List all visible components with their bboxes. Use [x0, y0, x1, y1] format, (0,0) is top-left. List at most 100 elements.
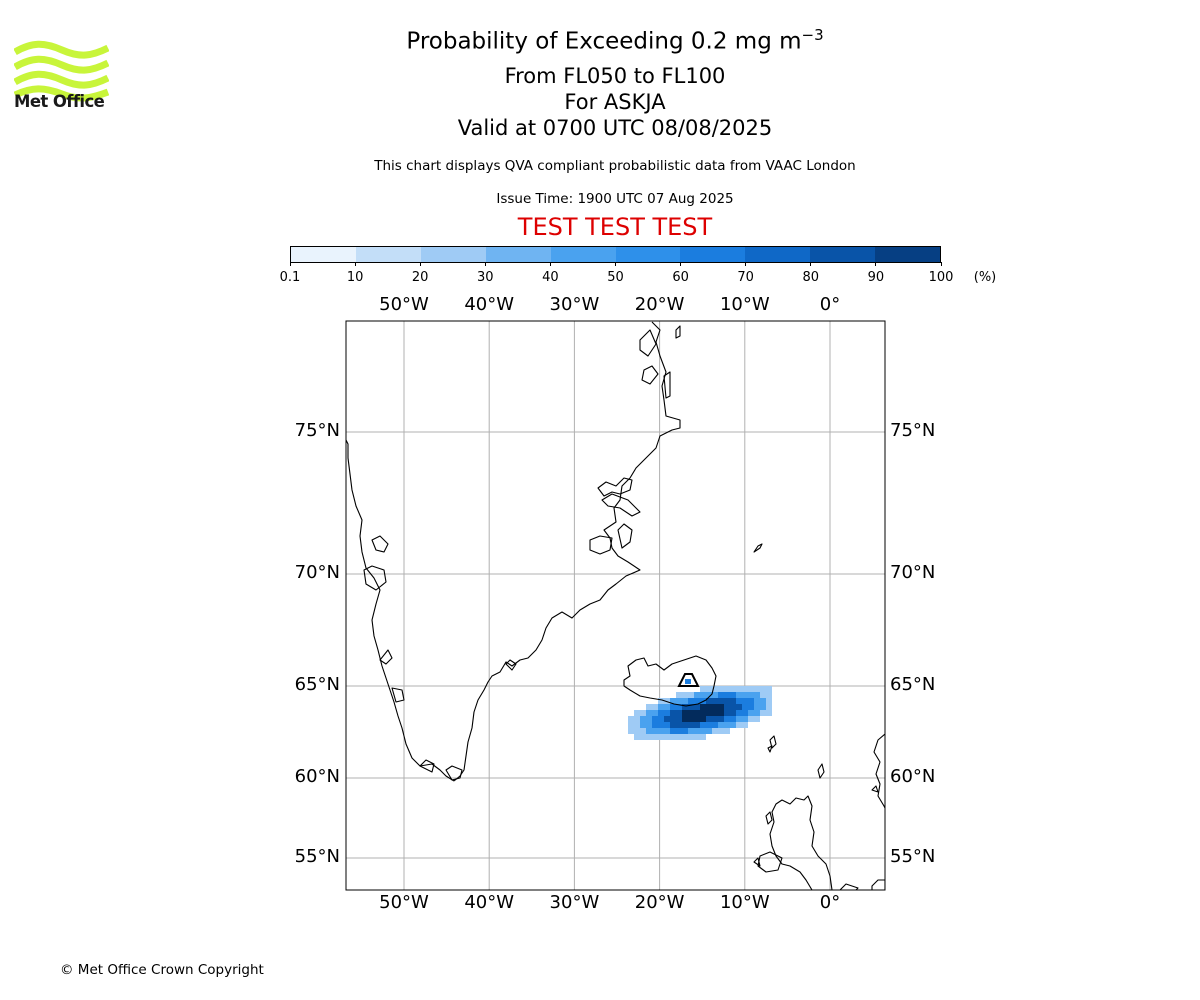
ash-probability-cell	[694, 716, 700, 722]
ash-probability-cell	[628, 728, 634, 734]
longitude-label-bottom: 20°W	[634, 892, 685, 913]
ash-probability-cell	[724, 728, 730, 734]
ash-probability-cell	[748, 716, 754, 722]
ash-probability-cell	[646, 710, 652, 716]
colorbar-segment	[875, 247, 941, 262]
ash-probability-cell	[682, 710, 688, 716]
ash-probability-cell	[736, 704, 742, 710]
ash-probability-cell	[670, 722, 676, 728]
colorbar-tick-label: 40	[542, 270, 559, 285]
ash-probability-cell	[664, 710, 670, 716]
ash-probability-cell	[736, 692, 742, 698]
ash-probability-cell	[694, 728, 700, 734]
ash-probability-cell	[724, 716, 730, 722]
ash-probability-cell	[676, 692, 682, 698]
ash-probability-cell	[760, 710, 766, 716]
test-banner: TEST TEST TEST	[517, 213, 713, 241]
ash-probability-cell	[670, 728, 676, 734]
ash-probability-cell	[766, 710, 772, 716]
norway-coastline	[873, 733, 885, 809]
colorbar-segment	[550, 247, 616, 262]
ash-probability-cell	[682, 692, 688, 698]
ash-probability-cell	[718, 722, 724, 728]
ash-probability-cell	[688, 704, 694, 710]
ash-probability-cell	[742, 698, 748, 704]
ash-probability-cell	[664, 734, 670, 740]
ash-probability-cell	[652, 704, 658, 710]
ash-probability-cell	[682, 728, 688, 734]
ash-probability-cell	[670, 734, 676, 740]
ash-probability-cell	[754, 716, 760, 722]
ash-probability-cell	[640, 722, 646, 728]
ash-probability-cell	[652, 710, 658, 716]
ash-probability-cell	[742, 686, 748, 692]
ash-probability-cell	[706, 728, 712, 734]
colorbar-segment	[355, 247, 421, 262]
ash-probability-cell	[736, 698, 742, 704]
ash-probability-cell	[724, 722, 730, 728]
ash-probability-cell	[742, 692, 748, 698]
colorbar-tick	[615, 262, 616, 266]
ash-probability-cell	[646, 728, 652, 734]
ash-probability-cell	[652, 734, 658, 740]
ash-probability-cell	[652, 722, 658, 728]
ash-probability-cell	[658, 698, 664, 704]
ash-probability-cell	[664, 728, 670, 734]
ash-probability-cell	[706, 710, 712, 716]
ash-probability-cell	[706, 704, 712, 710]
ash-probability-cell	[736, 686, 742, 692]
ash-probability-cell	[718, 710, 724, 716]
ash-probability-cell	[700, 710, 706, 716]
ash-probability-cell	[676, 710, 682, 716]
colorbar-tick	[810, 262, 812, 266]
ash-probability-cell	[700, 734, 706, 740]
ash-probability-cell	[634, 716, 640, 722]
colorbar-unit: (%)	[973, 270, 997, 285]
ash-probability-cell	[658, 728, 664, 734]
colorbar-tick	[484, 262, 486, 266]
ash-probability-cell	[658, 734, 664, 740]
colorbar-tick	[745, 262, 747, 266]
latitude-label-left: 70°N	[294, 562, 340, 583]
volcano-subtitle: For ASKJA	[564, 90, 666, 114]
colorbar-tick-label: 10	[346, 270, 364, 285]
ash-probability-cell	[688, 698, 694, 704]
ash-probability-cell	[700, 728, 706, 734]
ash-probability-cell	[664, 722, 670, 728]
ash-probability-cell	[754, 704, 760, 710]
ash-probability-cell	[712, 686, 718, 692]
ash-probability-cell	[682, 734, 688, 740]
ash-probability-cell	[658, 722, 664, 728]
latitude-label-right: 65°N	[890, 674, 936, 695]
ash-probability-cell	[754, 692, 760, 698]
ash-probability-cell	[742, 710, 748, 716]
ash-probability-cell	[634, 728, 640, 734]
uk-coastline	[769, 795, 833, 890]
ash-probability-cell	[700, 704, 706, 710]
colorbar-tick-label: 0.1	[279, 270, 301, 285]
ash-probability-cell	[706, 692, 712, 698]
ash-probability-cell	[670, 698, 676, 704]
colorbar-segment	[745, 247, 811, 262]
ash-probability-cell	[700, 722, 706, 728]
ash-probability-cell	[724, 692, 730, 698]
colorbar-tick	[419, 262, 421, 266]
ash-probability-cell	[760, 692, 766, 698]
volcano-triangle-icon	[677, 673, 700, 687]
ash-probability-cell	[718, 728, 724, 734]
issue-time: Issue Time: 1900 UTC 07 Aug 2025	[496, 191, 734, 207]
ash-probability-cell	[748, 692, 754, 698]
map-frame	[345, 320, 886, 891]
ash-probability-cell	[640, 734, 646, 740]
ash-probability-cell	[700, 716, 706, 722]
ash-probability-cell	[664, 704, 670, 710]
longitude-label-bottom: 30°W	[549, 892, 600, 913]
ash-probability-cell	[748, 698, 754, 704]
ash-probability-cell	[718, 686, 724, 692]
colorbar-tick	[940, 262, 942, 266]
ash-probability-cell	[664, 698, 670, 704]
ash-probability-cell	[694, 722, 700, 728]
ash-probability-cell	[706, 716, 712, 722]
ash-probability-cell	[688, 722, 694, 728]
ash-probability-cell	[646, 716, 652, 722]
